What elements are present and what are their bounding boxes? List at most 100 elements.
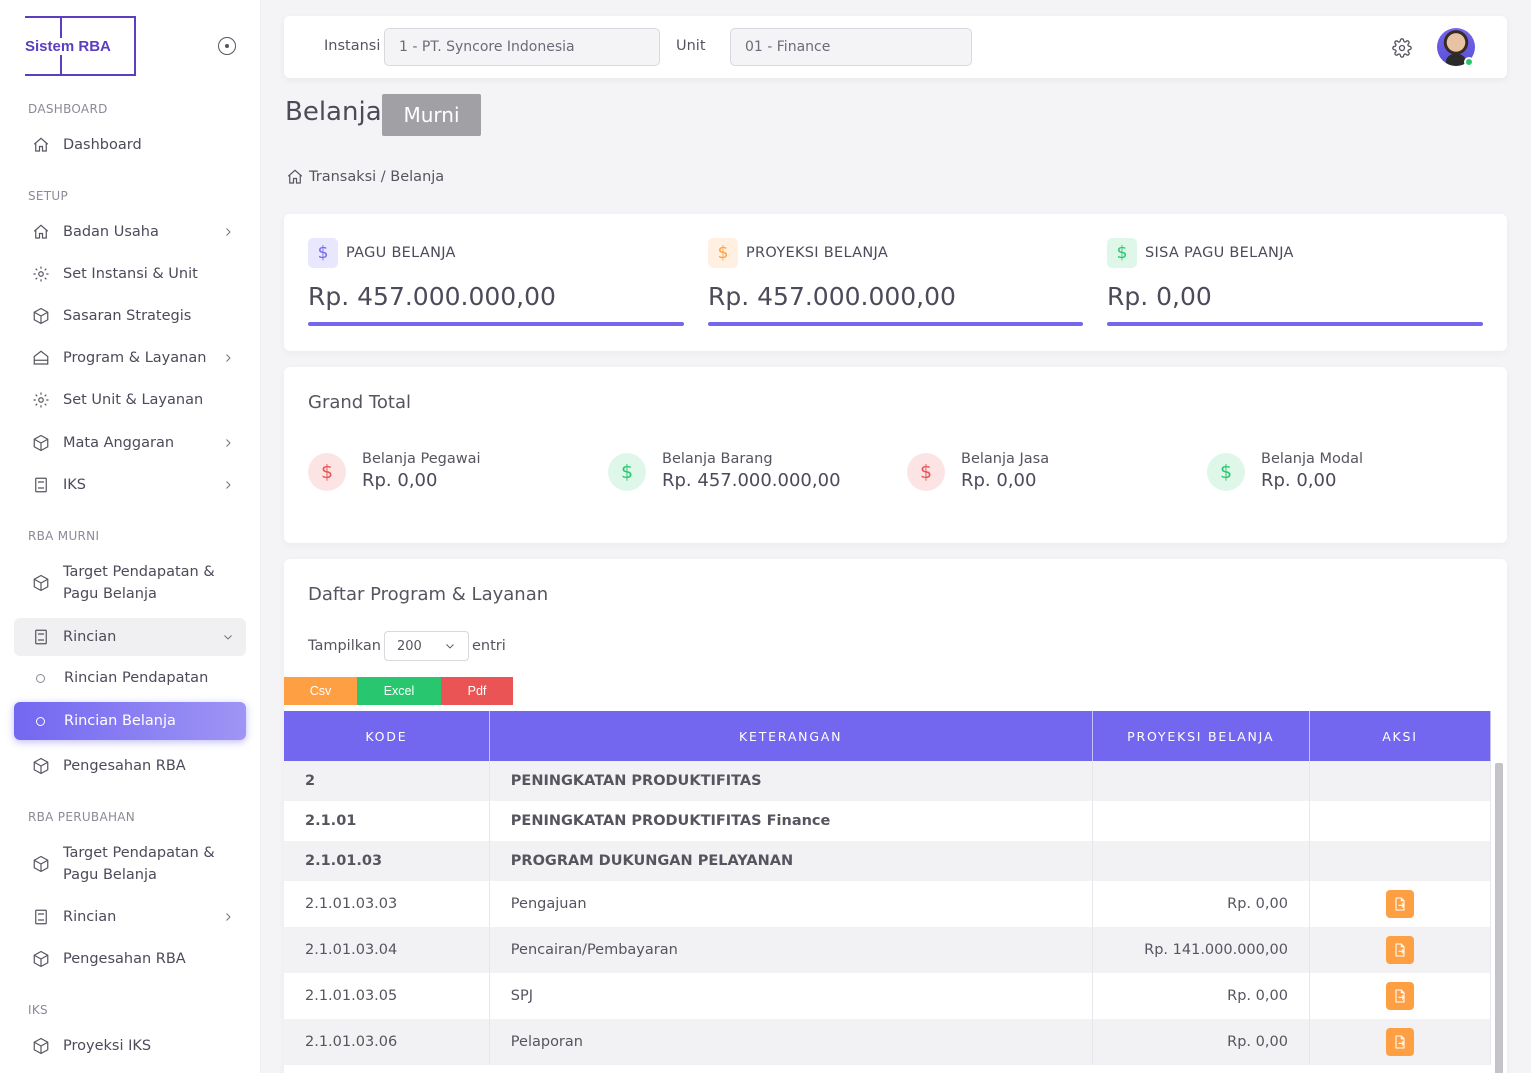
sidebar-item-dashboard[interactable]: Dashboard — [14, 134, 246, 156]
sidebar-item-program-layanan[interactable]: Program & Layanan — [14, 347, 246, 369]
show-label: Tampilkan — [308, 638, 381, 654]
stat-sisa-pagu: $ SISA PAGU BELANJA Rp. 0,00 — [1107, 238, 1483, 326]
sidebar-item-set-unit[interactable]: Set Unit & Layanan — [14, 389, 246, 411]
home-icon — [31, 222, 51, 242]
grand-total-label: Belanja Barang — [662, 451, 773, 467]
table-scrollbar[interactable] — [1495, 763, 1503, 1073]
sidebar-item-proyeksi-iks[interactable]: Proyeksi IKS — [14, 1035, 246, 1057]
dollar-icon: $ — [308, 238, 338, 268]
grand-total-belanja-barang: $ Belanja Barang Rp. 457.000.000,00 — [608, 451, 841, 491]
sidebar-item-pengesahan-murni[interactable]: Pengesahan RBA — [14, 755, 246, 777]
sidebar-item-label: Target Pendapatan & Pagu Belanja — [63, 561, 246, 605]
dollar-icon: $ — [1207, 453, 1245, 491]
export-excel-button[interactable]: Excel — [357, 677, 441, 705]
cell-proyeksi: Rp. 0,00 — [1092, 973, 1310, 1019]
grand-total-belanja-pegawai: $ Belanja Pegawai Rp. 0,00 — [308, 451, 481, 491]
sidebar: Sistem RBA DASHBOARD Dashboard SETUP Bad… — [0, 0, 261, 1073]
grand-total-title: Grand Total — [308, 392, 411, 413]
cell-proyeksi — [1092, 761, 1310, 801]
cell-kode: 2.1.01.03 — [284, 841, 490, 881]
sidebar-item-label: Pengesahan RBA — [63, 758, 186, 774]
table-row: 2.1.01.03 PROGRAM DUKUNGAN PELAYANAN — [284, 841, 1492, 881]
sidebar-item-target-pendapatan-murni[interactable]: Target Pendapatan & Pagu Belanja — [14, 561, 246, 605]
sidebar-item-iks[interactable]: IKS — [14, 474, 246, 496]
unit-field[interactable]: 01 - Finance — [730, 28, 972, 66]
column-header-aksi: AKSI — [1309, 711, 1492, 761]
cell-kode: 2.1.01 — [284, 801, 490, 841]
sidebar-item-label: Rincian Pendapatan — [64, 670, 209, 686]
sidebar-collapse-toggle-icon[interactable] — [218, 37, 236, 55]
sidebar-item-sasaran-strategis[interactable]: Sasaran Strategis — [14, 305, 246, 327]
cell-kode: 2.1.01.03.06 — [284, 1019, 490, 1065]
circle-icon — [36, 716, 45, 726]
sidebar-item-badan-usaha[interactable]: Badan Usaha — [14, 221, 246, 243]
page-size-select[interactable]: 200 — [383, 631, 469, 661]
sidebar-item-label: Pengesahan RBA — [63, 951, 186, 967]
export-pdf-button[interactable]: Pdf — [441, 677, 513, 705]
cell-aksi — [1309, 1019, 1492, 1065]
instansi-field[interactable]: 1 - PT. Syncore Indonesia — [384, 28, 660, 66]
sidebar-item-mata-anggaran[interactable]: Mata Anggaran — [14, 432, 246, 454]
grand-total-value: Rp. 457.000.000,00 — [662, 470, 841, 491]
column-header-keterangan[interactable]: KETERANGAN — [489, 711, 1093, 761]
program-list-card: Daftar Program & Layanan Tampilkan 200 e… — [284, 559, 1507, 1073]
sidebar-item-rincian[interactable]: Rincian — [14, 618, 246, 656]
stats-card: $ PAGU BELANJA Rp. 457.000.000,00 $ PROY… — [284, 214, 1507, 351]
stat-value: Rp. 457.000.000,00 — [708, 282, 956, 311]
export-csv-button[interactable]: Csv — [284, 677, 357, 705]
sidebar-item-label: Dashboard — [63, 137, 142, 153]
cell-keterangan: PENINGKATAN PRODUKTIFITAS Finance — [489, 801, 1093, 841]
stat-proyeksi-belanja: $ PROYEKSI BELANJA Rp. 457.000.000,00 — [708, 238, 1083, 326]
section-iks: IKS — [28, 1003, 48, 1017]
file-export-icon[interactable] — [1385, 890, 1414, 918]
settings-gear-icon[interactable] — [1392, 38, 1412, 58]
user-avatar[interactable] — [1437, 28, 1475, 66]
sidebar-item-label: Mata Anggaran — [63, 435, 175, 451]
cell-proyeksi: Rp. 0,00 — [1092, 881, 1310, 927]
sidebar-item-rincian-perubahan[interactable]: Rincian — [14, 906, 246, 928]
chevron-down-icon — [220, 629, 236, 645]
label-line-2: Pagu Belanja — [63, 586, 157, 602]
file-export-icon[interactable] — [1385, 1028, 1414, 1056]
book-icon — [31, 907, 51, 927]
grand-total-label: Belanja Pegawai — [362, 451, 481, 467]
cell-keterangan: PROGRAM DUKUNGAN PELAYANAN — [489, 841, 1093, 881]
topbar: Instansi 1 - PT. Syncore Indonesia Unit … — [284, 16, 1507, 78]
section-rba-perubahan: RBA PERUBAHAN — [28, 810, 136, 824]
breadcrumb-path[interactable]: Transaksi / Belanja — [309, 169, 445, 185]
grand-total-value: Rp. 0,00 — [1261, 470, 1337, 491]
file-export-icon[interactable] — [1385, 982, 1414, 1010]
entries-label: entri — [471, 638, 506, 654]
sidebar-item-set-instansi[interactable]: Set Instansi & Unit — [14, 263, 246, 285]
column-header-kode[interactable]: KODE — [284, 711, 490, 761]
sidebar-item-label: Set Instansi & Unit — [63, 266, 198, 282]
book-icon — [31, 627, 51, 647]
cell-proyeksi — [1092, 801, 1310, 841]
cell-aksi — [1309, 761, 1492, 801]
cell-kode: 2 — [284, 761, 490, 801]
cell-aksi — [1309, 973, 1492, 1019]
cell-kode: 2.1.01.03.05 — [284, 973, 490, 1019]
brand-logo[interactable]: Sistem RBA — [25, 16, 136, 76]
stat-bar — [308, 322, 684, 326]
instansi-label: Instansi — [324, 38, 381, 54]
unit-label: Unit — [676, 38, 706, 54]
sidebar-item-pengesahan-perubahan[interactable]: Pengesahan RBA — [14, 948, 246, 970]
file-export-icon[interactable] — [1385, 936, 1414, 964]
stat-label: PAGU BELANJA — [346, 245, 456, 261]
cell-proyeksi: Rp. 141.000.000,00 — [1092, 927, 1310, 973]
home-icon[interactable] — [286, 168, 304, 186]
sidebar-item-label: Badan Usaha — [63, 224, 159, 240]
mode-badge: Murni — [382, 94, 481, 136]
cell-kode: 2.1.01.03.03 — [284, 881, 490, 927]
circle-icon — [36, 673, 45, 683]
sidebar-item-label: Set Unit & Layanan — [63, 392, 204, 408]
sidebar-item-rincian-belanja[interactable]: Rincian Belanja — [14, 702, 246, 740]
column-header-proyeksi[interactable]: PROYEKSI BELANJA — [1092, 711, 1310, 761]
gear-icon — [31, 390, 51, 410]
sidebar-item-target-pendapatan-perubahan[interactable]: Target Pendapatan & Pagu Belanja — [14, 842, 246, 886]
table-header-row: KODE KETERANGAN PROYEKSI BELANJA AKSI — [284, 711, 1492, 761]
chevron-right-icon — [220, 435, 236, 451]
chevron-right-icon — [220, 350, 236, 366]
sidebar-item-rincian-pendapatan[interactable]: Rincian Pendapatan — [14, 667, 246, 689]
